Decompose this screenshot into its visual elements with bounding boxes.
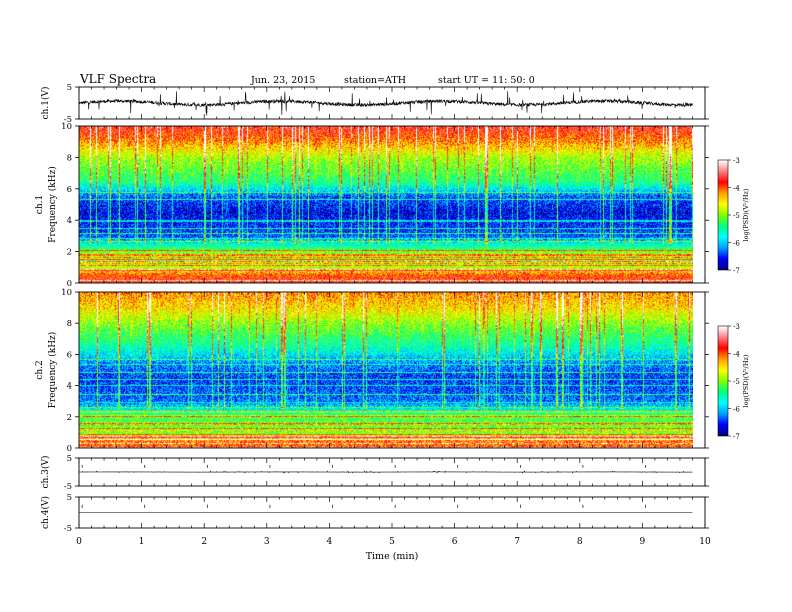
date-label: Jun. 23, 2015 <box>250 75 315 86</box>
colorbar-tick-label: -7 <box>733 267 740 275</box>
ch3-waveform-trace <box>78 470 693 474</box>
x-tick-label: 4 <box>327 537 333 547</box>
y-tick-label: -5 <box>64 482 72 492</box>
x-tick-label: 9 <box>640 537 646 547</box>
colorbar-tick-label: -3 <box>733 323 740 331</box>
ch1-spectrogram-channel-label: ch.1 <box>35 195 45 214</box>
figure-title: VLF Spectra <box>79 72 156 86</box>
y-tick-label: -5 <box>64 524 72 534</box>
x-tick-label: 8 <box>577 537 583 547</box>
colorbar-tick-label: -7 <box>733 433 740 441</box>
ch2-spectrogram-channel-label: ch.2 <box>35 360 45 379</box>
ch1-spectrogram-colorbar-label: log(PSD)(V²/Hz) <box>742 188 750 241</box>
y-tick-label: 0 <box>67 444 72 454</box>
ch1-spectrogram-image <box>79 126 693 283</box>
y-tick-label: 10 <box>61 288 72 298</box>
ch1-waveform-ylabel: ch.1(V) <box>40 87 51 120</box>
x-tick-label: 1 <box>139 537 145 547</box>
colorbar-tick-label: -6 <box>733 240 740 248</box>
ch4-waveform-ylabel: ch.4(V) <box>40 496 51 529</box>
y-tick-label: -5 <box>64 115 72 125</box>
colorbar-tick-label: -4 <box>733 351 740 359</box>
x-tick-label: 3 <box>264 537 270 547</box>
ch2-spectrogram-colorbar-label: log(PSD)(V²/Hz) <box>742 354 750 407</box>
x-axis-label: Time (min) <box>366 551 419 562</box>
x-tick-label: 2 <box>201 537 207 547</box>
x-tick-label: 5 <box>389 537 395 547</box>
colorbar-tick-label: -5 <box>733 212 740 220</box>
y-tick-label: 5 <box>67 83 72 93</box>
station-label: station=ATH <box>344 75 406 86</box>
y-tick-label: 4 <box>67 382 72 392</box>
ch2-spectrogram-ylabel: Frequency (kHz) <box>47 332 58 409</box>
y-tick-label: 5 <box>67 493 72 503</box>
ch3-waveform-ylabel: ch.3(V) <box>40 456 51 489</box>
ch1-spectrogram-ylabel: Frequency (kHz) <box>47 166 58 243</box>
ch1-waveform-trace <box>78 91 693 116</box>
x-tick-label: 7 <box>514 537 520 547</box>
ch2-spectrogram-image <box>79 292 693 448</box>
colorbar-tick-label: -3 <box>733 157 740 165</box>
x-tick-label: 6 <box>452 537 458 547</box>
y-tick-label: 2 <box>67 248 72 258</box>
colorbar-tick-label: -6 <box>733 406 740 414</box>
start-time-label: start UT = 11: 50: 0 <box>438 75 535 86</box>
y-tick-label: 10 <box>61 122 72 132</box>
x-tick-label: 10 <box>699 537 711 547</box>
colorbar-tick-label: -5 <box>733 378 740 386</box>
y-tick-label: 6 <box>67 185 72 195</box>
y-tick-label: 8 <box>67 153 72 163</box>
y-tick-label: 4 <box>67 216 72 226</box>
y-tick-label: 8 <box>67 319 72 329</box>
y-tick-label: 6 <box>67 350 72 360</box>
y-tick-label: 2 <box>67 413 72 423</box>
ch2-spectrogram-colorbar <box>718 326 728 436</box>
y-tick-label: 0 <box>67 279 72 289</box>
y-tick-label: 5 <box>67 454 72 464</box>
x-tick-label: 0 <box>76 537 82 547</box>
colorbar-tick-label: -4 <box>733 185 740 193</box>
ch1-spectrogram-colorbar <box>718 160 728 270</box>
